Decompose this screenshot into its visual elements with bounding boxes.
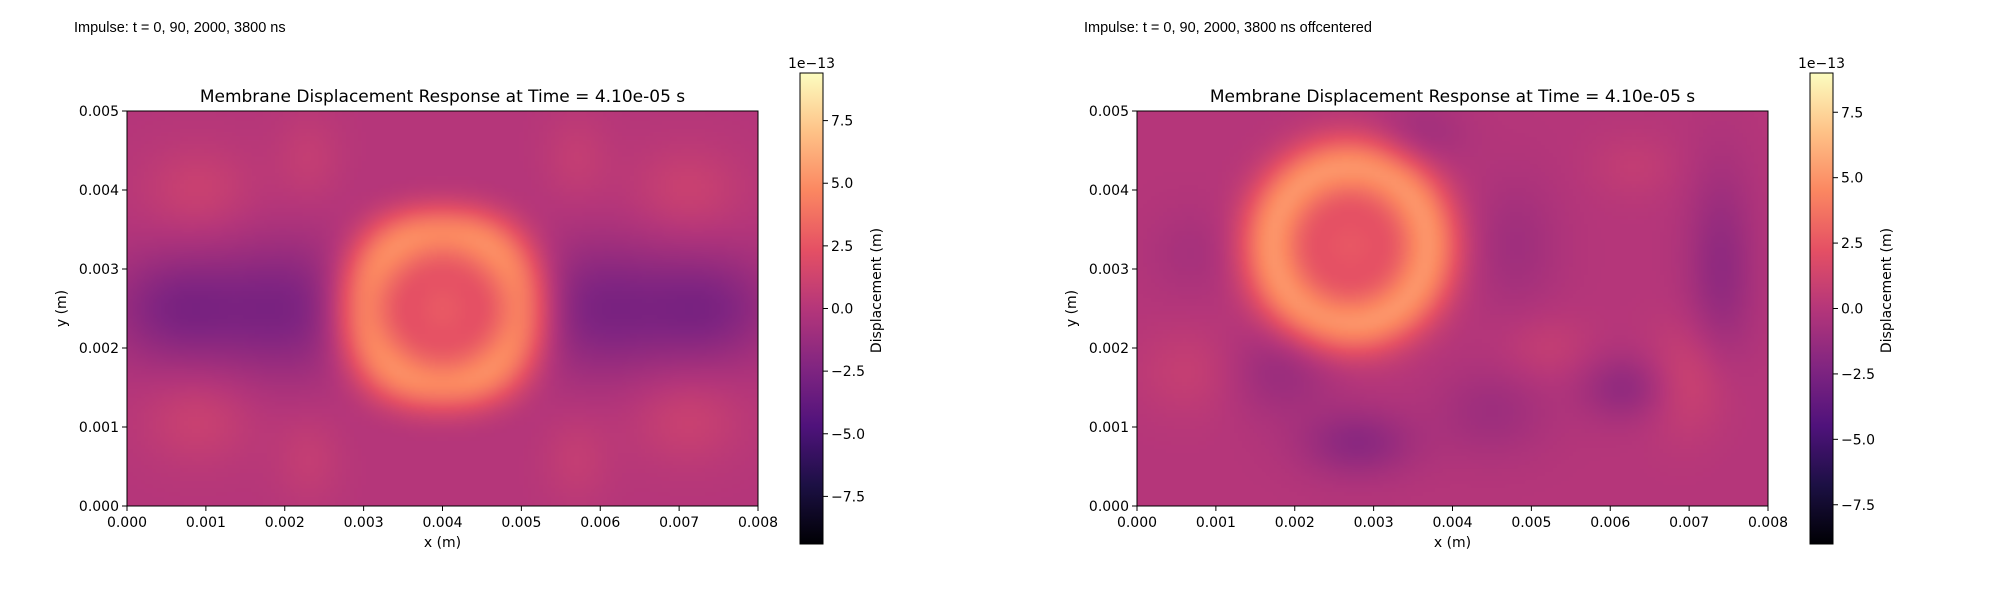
colorbar-tick-label: 0.0 — [1841, 302, 1863, 318]
colorbar-tick-label: −7.5 — [831, 489, 865, 505]
figure-caption: Impulse: t = 0, 90, 2000, 3800 ns offcen… — [1084, 20, 1372, 36]
y-tick-label: 0.005 — [1089, 104, 1129, 120]
x-tick-label: 0.001 — [1196, 515, 1236, 531]
colorbar-tick-label: −7.5 — [1841, 498, 1875, 514]
x-tick-label: 0.006 — [580, 515, 620, 531]
x-tick-label: 0.004 — [1432, 515, 1472, 531]
y-tick-label: 0.004 — [1089, 183, 1129, 199]
y-tick-label: 0.002 — [1089, 341, 1129, 357]
y-tick-label: 0.001 — [1089, 420, 1129, 436]
x-tick-label: 0.008 — [1748, 515, 1788, 531]
colorbar-scale-label: 1e−13 — [788, 56, 835, 72]
colorbar — [799, 72, 824, 545]
x-tick-label: 0.002 — [265, 515, 305, 531]
heatmap-image — [1137, 111, 1768, 506]
y-tick-label: 0.003 — [79, 262, 119, 278]
x-tick-label: 0.000 — [1117, 515, 1157, 531]
colorbar-tick-label: 7.5 — [831, 114, 853, 130]
x-tick-label: 0.003 — [1354, 515, 1394, 531]
y-tick-label: 0.002 — [79, 341, 119, 357]
colorbar-scale-label: 1e−13 — [1798, 56, 1845, 72]
heatmap-chart: Membrane Displacement Response at Time =… — [54, 56, 885, 551]
x-tick-label: 0.001 — [186, 515, 226, 531]
y-tick-label: 0.003 — [1089, 262, 1129, 278]
colorbar-tick-label: 5.0 — [1841, 171, 1863, 187]
y-tick-label: 0.001 — [79, 420, 119, 436]
y-tick-label: 0.000 — [1089, 499, 1129, 515]
y-axis-label: y (m) — [54, 290, 70, 327]
right-figure-panel: Impulse: t = 0, 90, 2000, 3800 ns offcen… — [1010, 0, 2000, 600]
x-tick-label: 0.000 — [107, 515, 147, 531]
chart-title: Membrane Displacement Response at Time =… — [200, 87, 685, 107]
heatmap-image — [127, 111, 758, 506]
colorbar-tick-label: −5.0 — [831, 427, 865, 443]
colorbar-tick-label: 0.0 — [831, 302, 853, 318]
left-figure-panel: Impulse: t = 0, 90, 2000, 3800 ns Membra… — [54, 20, 885, 551]
x-tick-label: 0.006 — [1590, 515, 1630, 531]
colorbar-label: Displacement (m) — [1879, 228, 1895, 353]
x-tick-label: 0.005 — [1511, 515, 1551, 531]
colorbar-tick-label: −5.0 — [1841, 432, 1875, 448]
x-tick-label: 0.008 — [738, 515, 778, 531]
x-tick-label: 0.007 — [659, 515, 699, 531]
x-tick-label: 0.005 — [501, 515, 541, 531]
y-tick-label: 0.004 — [79, 183, 119, 199]
figure-caption: Impulse: t = 0, 90, 2000, 3800 ns — [74, 20, 286, 36]
heatmap-chart: Membrane Displacement Response at Time =… — [1064, 56, 1895, 551]
colorbar — [1809, 72, 1834, 545]
y-axis-label: y (m) — [1064, 290, 1080, 327]
y-tick-label: 0.000 — [79, 499, 119, 515]
x-tick-label: 0.004 — [422, 515, 462, 531]
colorbar-tick-label: 5.0 — [831, 176, 853, 192]
colorbar-tick-label: −2.5 — [1841, 367, 1875, 383]
x-tick-label: 0.002 — [1275, 515, 1315, 531]
colorbar-label: Displacement (m) — [869, 228, 885, 353]
x-tick-label: 0.003 — [344, 515, 384, 531]
colorbar-tick-label: 7.5 — [1841, 105, 1863, 121]
x-tick-label: 0.007 — [1669, 515, 1709, 531]
colorbar-tick-label: −2.5 — [831, 364, 865, 380]
y-tick-label: 0.005 — [79, 104, 119, 120]
x-axis-label: x (m) — [1434, 535, 1471, 551]
chart-title: Membrane Displacement Response at Time =… — [1210, 87, 1695, 107]
colorbar-tick-label: 2.5 — [1841, 236, 1863, 252]
colorbar-tick-label: 2.5 — [831, 239, 853, 255]
x-axis-label: x (m) — [424, 535, 461, 551]
